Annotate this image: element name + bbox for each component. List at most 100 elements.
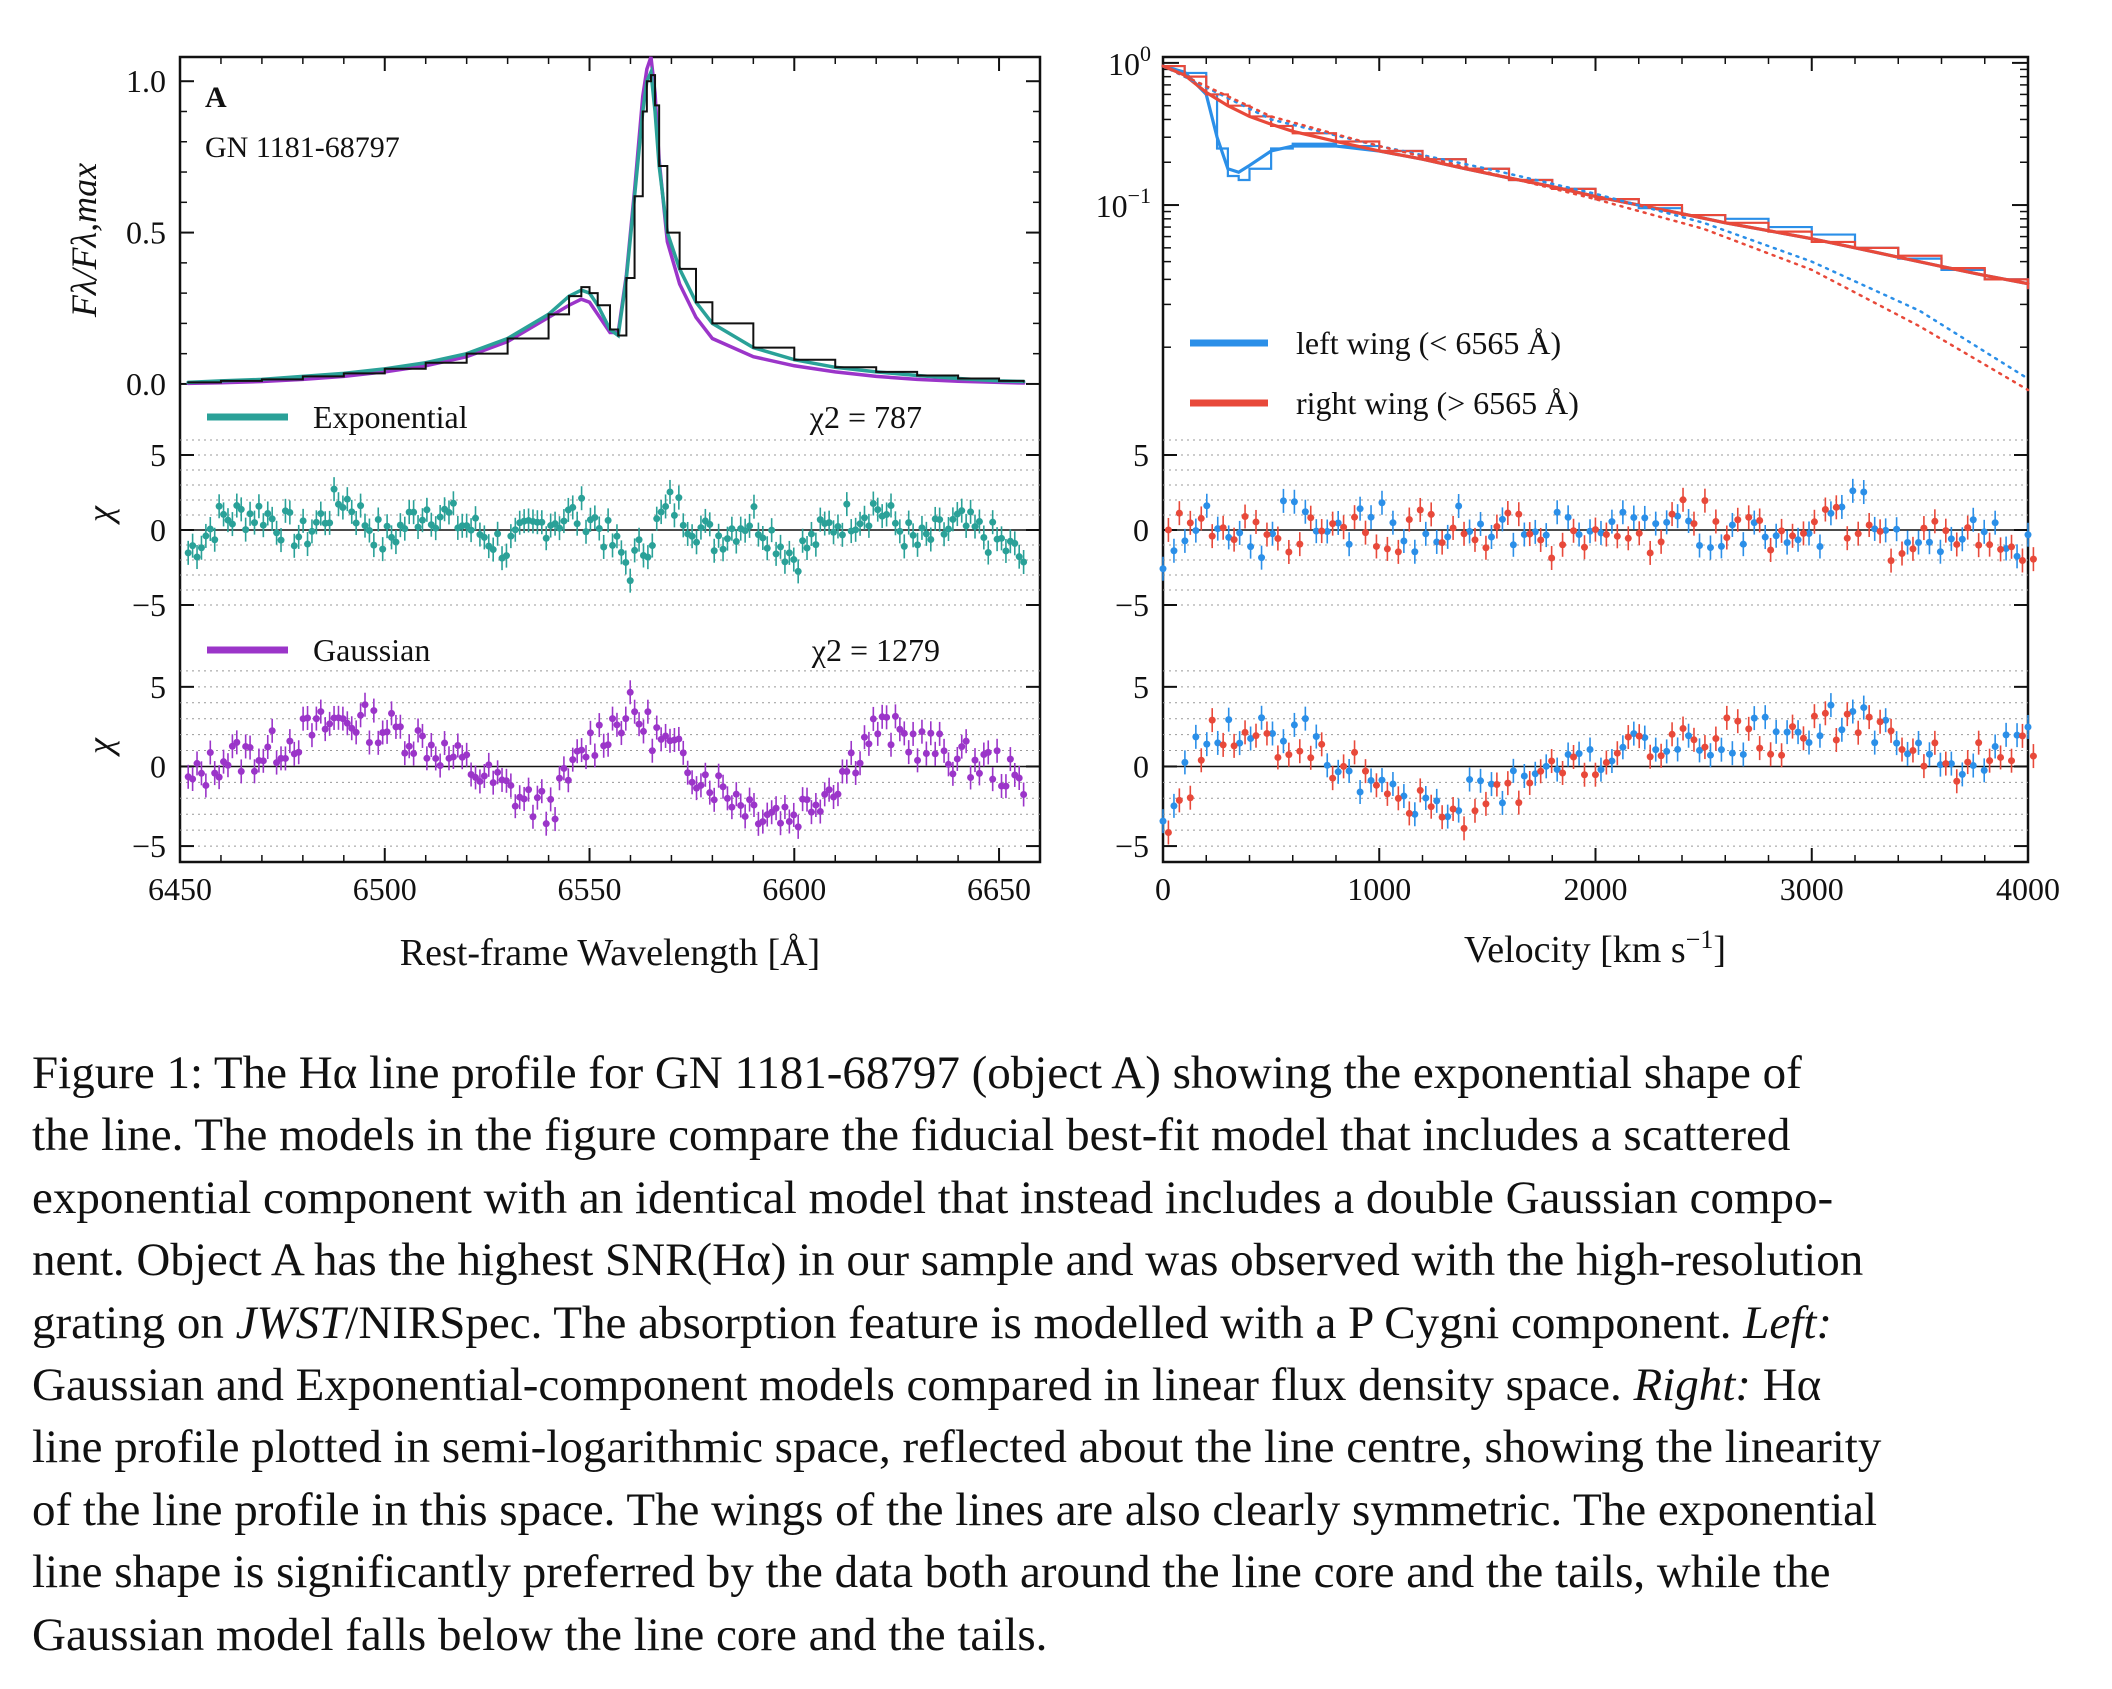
- residual-point: [1252, 732, 1260, 740]
- residual-point: [1509, 767, 1517, 775]
- residual-point: [414, 726, 422, 734]
- right-wing-data-line: [1161, 64, 2030, 290]
- residual-point: [365, 527, 373, 535]
- residual-point: [582, 528, 590, 536]
- residual-point: [701, 771, 709, 779]
- residual-point: [1159, 565, 1167, 573]
- residual-point: [286, 508, 294, 516]
- residual-point: [1411, 548, 1419, 556]
- residual-point: [679, 749, 687, 757]
- residual-point: [1356, 505, 1364, 513]
- residual-point: [250, 767, 258, 775]
- residual-point: [304, 714, 312, 722]
- residual-point: [887, 741, 895, 749]
- residual-point: [1482, 800, 1490, 808]
- residual-point: [998, 534, 1006, 542]
- residual-point: [1778, 751, 1786, 759]
- residual-point: [449, 753, 457, 761]
- residual-point: [944, 525, 952, 533]
- residual-point: [573, 520, 581, 528]
- y-tick-label: 10−1: [1096, 183, 1151, 224]
- residual-point: [1997, 545, 2005, 553]
- residual-point: [1696, 746, 1704, 754]
- residual-point: [1427, 803, 1435, 811]
- residual-point: [1372, 542, 1380, 550]
- residual-point: [697, 524, 705, 532]
- caption-line: line shape is significantly preferred by…: [32, 1546, 1831, 1599]
- residual-point: [1794, 728, 1802, 736]
- residual-point: [1767, 546, 1775, 554]
- y-tick-label: 100: [1108, 41, 1151, 82]
- residual-point: [1701, 497, 1709, 505]
- residual-point: [1964, 524, 1972, 532]
- residual-point: [1378, 776, 1386, 784]
- x-axis-label: Velocity [km s−1]: [1464, 925, 1726, 971]
- residual-point: [1580, 543, 1588, 551]
- residual-point: [958, 743, 966, 751]
- residual-point: [2029, 555, 2037, 563]
- residual-point: [622, 715, 630, 723]
- residual-point: [675, 494, 683, 502]
- residual-point: [2018, 732, 2026, 740]
- residual-point: [1997, 753, 2005, 761]
- residual-point: [1164, 526, 1172, 534]
- residual-point: [635, 536, 643, 544]
- residual-point: [1520, 772, 1528, 780]
- x-tick-label: 6500: [353, 871, 417, 907]
- residual-point: [821, 790, 829, 798]
- residual-point: [759, 818, 767, 826]
- residual-point: [1860, 704, 1868, 712]
- residual-point: [772, 804, 780, 812]
- residual-point: [405, 742, 413, 750]
- residual-point: [1936, 548, 1944, 556]
- residual-point: [1241, 728, 1249, 736]
- residual-point: [856, 520, 864, 528]
- residual-point: [825, 786, 833, 794]
- residual-point: [1723, 533, 1731, 541]
- residual-point: [1186, 794, 1194, 802]
- residual-point: [418, 516, 426, 524]
- y-tick-label: 5: [150, 669, 166, 705]
- residual-point: [746, 796, 754, 804]
- residual-point: [1734, 717, 1742, 725]
- residual-point: [1980, 766, 1988, 774]
- residual-point: [763, 544, 771, 552]
- residual-point: [1378, 499, 1386, 507]
- residual-point: [1794, 536, 1802, 544]
- residual-point: [370, 541, 378, 549]
- residual-point: [737, 801, 745, 809]
- residual-point: [1455, 807, 1463, 815]
- residual-point: [1520, 531, 1528, 539]
- residual-point: [551, 815, 559, 823]
- residual-point: [781, 558, 789, 566]
- residual-point: [1247, 543, 1255, 551]
- residual-point: [1208, 532, 1216, 540]
- residual-point: [927, 729, 935, 737]
- residual-point: [520, 795, 528, 803]
- residual-point: [547, 795, 555, 803]
- residual-point: [710, 547, 718, 555]
- residual-point: [555, 524, 563, 532]
- residual-point: [860, 733, 868, 741]
- residual-point: [1268, 729, 1276, 737]
- residual-point: [1750, 519, 1758, 527]
- residual-point: [918, 524, 926, 532]
- residual-point: [1263, 531, 1271, 539]
- residual-point: [869, 715, 877, 723]
- residual-point: [423, 506, 431, 514]
- residual-point: [352, 728, 360, 736]
- residual-point: [905, 519, 913, 527]
- residual-point: [794, 567, 802, 575]
- residual-point: [228, 520, 236, 528]
- residual-point: [1170, 802, 1178, 810]
- residual-point: [1285, 751, 1293, 759]
- residual-point: [220, 510, 228, 518]
- residual-point: [1553, 766, 1561, 774]
- residual-point: [900, 729, 908, 737]
- residual-point: [1192, 527, 1200, 535]
- residual-point: [1942, 527, 1950, 535]
- residual-point: [1487, 780, 1495, 788]
- residual-point: [728, 525, 736, 533]
- y-tick-label: 5: [150, 437, 166, 473]
- residual-point: [1838, 503, 1846, 511]
